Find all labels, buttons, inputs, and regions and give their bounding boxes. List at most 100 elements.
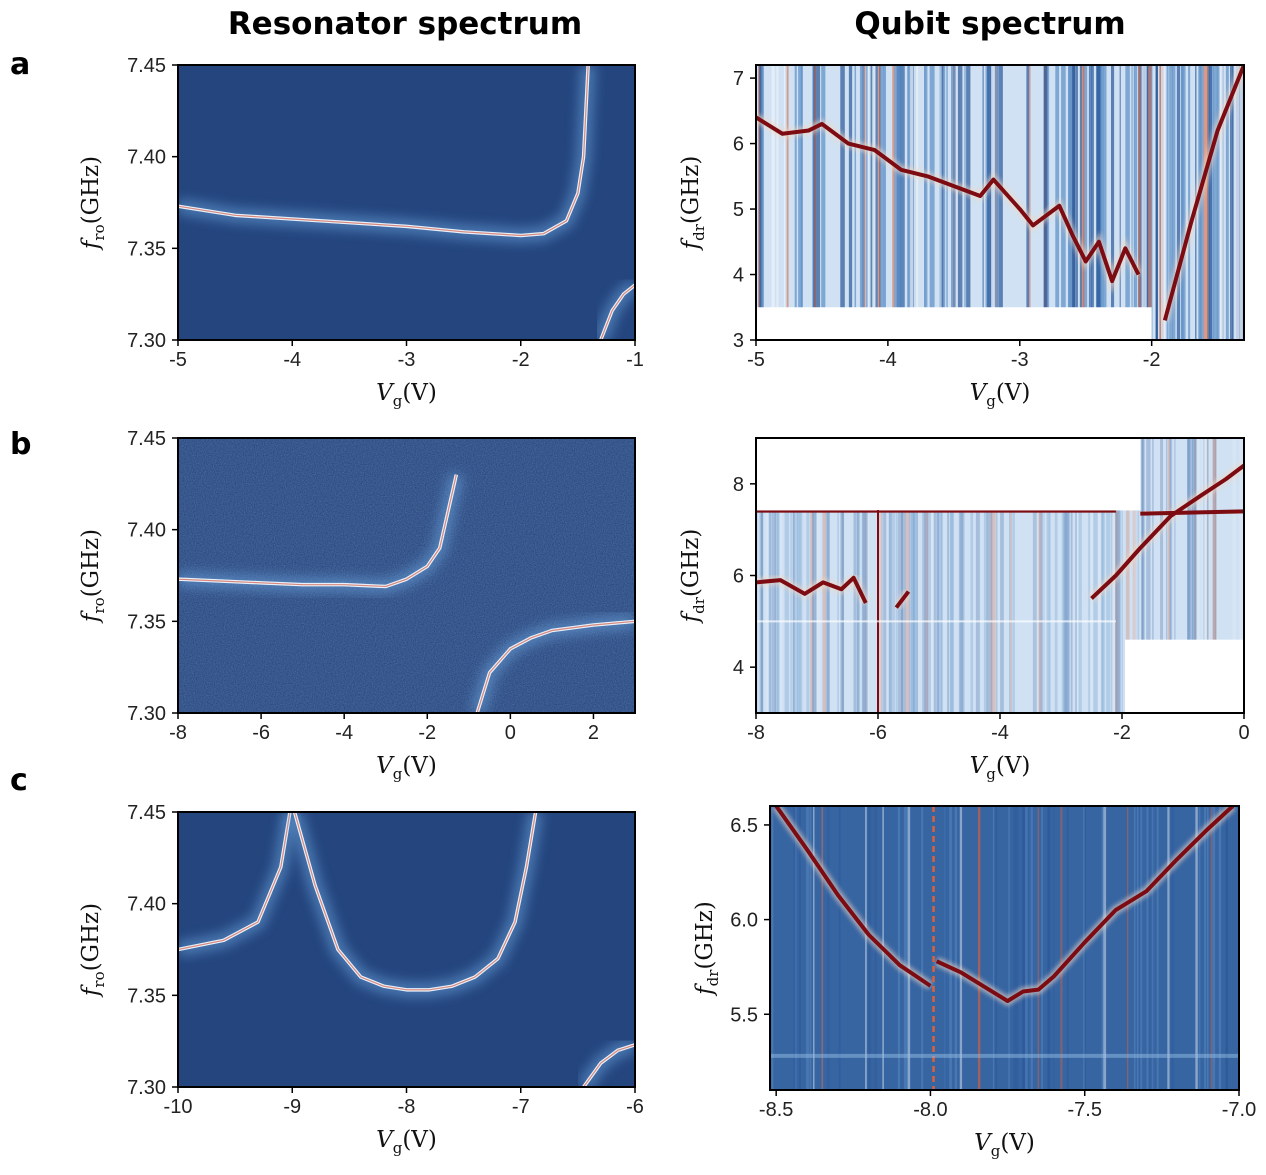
heatmap-stripe [816,65,821,340]
x-tick-label: -2 [1143,349,1161,371]
heatmap-stripe [771,438,777,713]
heatmap-stripe [1037,806,1040,1090]
heatmap-stripe [905,806,909,1090]
heatmap-stripe [1220,65,1224,340]
heatmap-stripe [977,806,980,1090]
heatmap-stripe [1207,438,1209,713]
x-axis-label-unit: (V) [996,753,1031,779]
heatmap-stripe [1089,65,1092,340]
plot-frame [769,805,1240,1091]
heatmap-stripe [992,806,995,1090]
heatmap-stripe [1196,438,1201,713]
y-tick-label: 7.45 [127,428,166,450]
heatmap-stripe [856,438,861,713]
x-tick-label: -8.0 [913,1099,947,1121]
heatmap-stripe [912,438,917,713]
heatmap-stripe [987,65,991,340]
heatmap-stripe [1047,806,1050,1090]
y-axis-label-unit: (GHz) [78,903,104,972]
heatmap-stripe [879,65,884,340]
heatmap-stripe [868,806,872,1090]
x-tick-label: -5 [169,349,187,371]
heatmap-stripe [1040,438,1045,713]
heatmap-stripe [1121,438,1123,713]
heatmap-stripe [1132,438,1136,713]
heatmap-stripe [912,438,915,713]
heatmap-stripe [1215,438,1217,713]
heatmap-stripe [798,65,803,340]
heatmap-stripe [1204,806,1206,1090]
series-line-0 [756,115,1141,284]
heatmap-stripe [901,438,906,713]
heatmap-stripe [935,438,940,713]
heatmap-stripe [924,438,929,713]
heatmap-stripe [1008,806,1010,1090]
heatmap-stripe [1216,65,1220,340]
heatmap-stripe [868,438,870,713]
x-tick-label: -4 [991,722,1009,744]
heatmap-stripe [816,438,820,713]
heatmap-stripe [1078,438,1082,713]
heatmap-stripe [996,438,998,713]
heatmap-stripe [813,806,815,1090]
heatmap-stripe [950,438,954,713]
heatmap-stripe [1100,438,1105,713]
heatmap-stripe [866,65,868,340]
heatmap-stripe [1207,65,1211,340]
heatmap-stripe [1038,438,1042,713]
heatmap-stripe [983,438,988,713]
heatmap-stripe [944,806,946,1090]
heatmap-background [178,65,635,340]
series-core-1 [476,620,635,713]
y-tick-label: 6.0 [730,910,758,932]
y-tick-label: 5 [733,199,744,221]
heatmap-stripe [1195,806,1198,1090]
heatmap-stripe [821,806,824,1090]
heatmap-stripe [957,65,963,340]
heatmap-stripe [892,65,895,340]
heatmap-stripe [797,438,801,713]
heatmap-stripe [840,438,845,713]
heatmap-stripe [905,438,910,713]
panel-b-qubit: -8 -6 -4 -2 0 4 6 8 Vg(V) fdr(GHz) [678,437,1250,783]
heatmap-stripe [792,438,798,713]
heatmap-stripe [1066,438,1070,713]
heatmap-stripe [926,438,932,713]
x-axis-label: Vg(V) [376,1127,437,1157]
y-tick-label: 7 [733,68,744,90]
heatmap-stripe [989,65,994,340]
heatmap-stripe [1030,806,1033,1090]
plot-area-c-resonator [178,812,635,1087]
heatmap-stripe [1060,806,1063,1090]
heatmap-stripe [1126,806,1129,1090]
heatmap-stripe [1146,65,1149,340]
heatmap-stripe [812,438,817,713]
heatmap-stripe [865,438,867,713]
heatmap-stripe [1054,438,1058,713]
heatmap-stripe [1075,65,1078,340]
heatmap-stripe [815,438,817,713]
heatmap-stripe [1156,806,1159,1090]
x-tick-label: -6 [869,722,887,744]
heatmap-stripe [933,438,936,713]
x-tick-label: -3 [398,349,416,371]
heatmap-stripe [895,438,898,713]
heatmap-stripe [888,438,890,713]
x-tick-label: -8 [169,722,187,744]
heatmap-stripe [1041,806,1043,1090]
heatmap-stripe [1192,438,1197,713]
heatmap-stripe [1090,65,1094,340]
heatmap-stripe [760,438,763,713]
heatmap-stripe [1171,806,1174,1090]
blank-region-bottom [1125,639,1244,713]
heatmap-stripe [1213,438,1218,713]
series-line-0 [774,806,932,988]
heatmap-stripe [1198,806,1201,1090]
y-axis-label-unit: (GHz) [78,529,104,598]
heatmap-stripe [1133,438,1139,713]
row-label-b: b [10,427,31,462]
heatmap-stripe [970,438,974,713]
heatmap-stripe [940,438,943,713]
heatmap-stripe [778,438,783,713]
heatmap-stripe [1160,65,1166,340]
